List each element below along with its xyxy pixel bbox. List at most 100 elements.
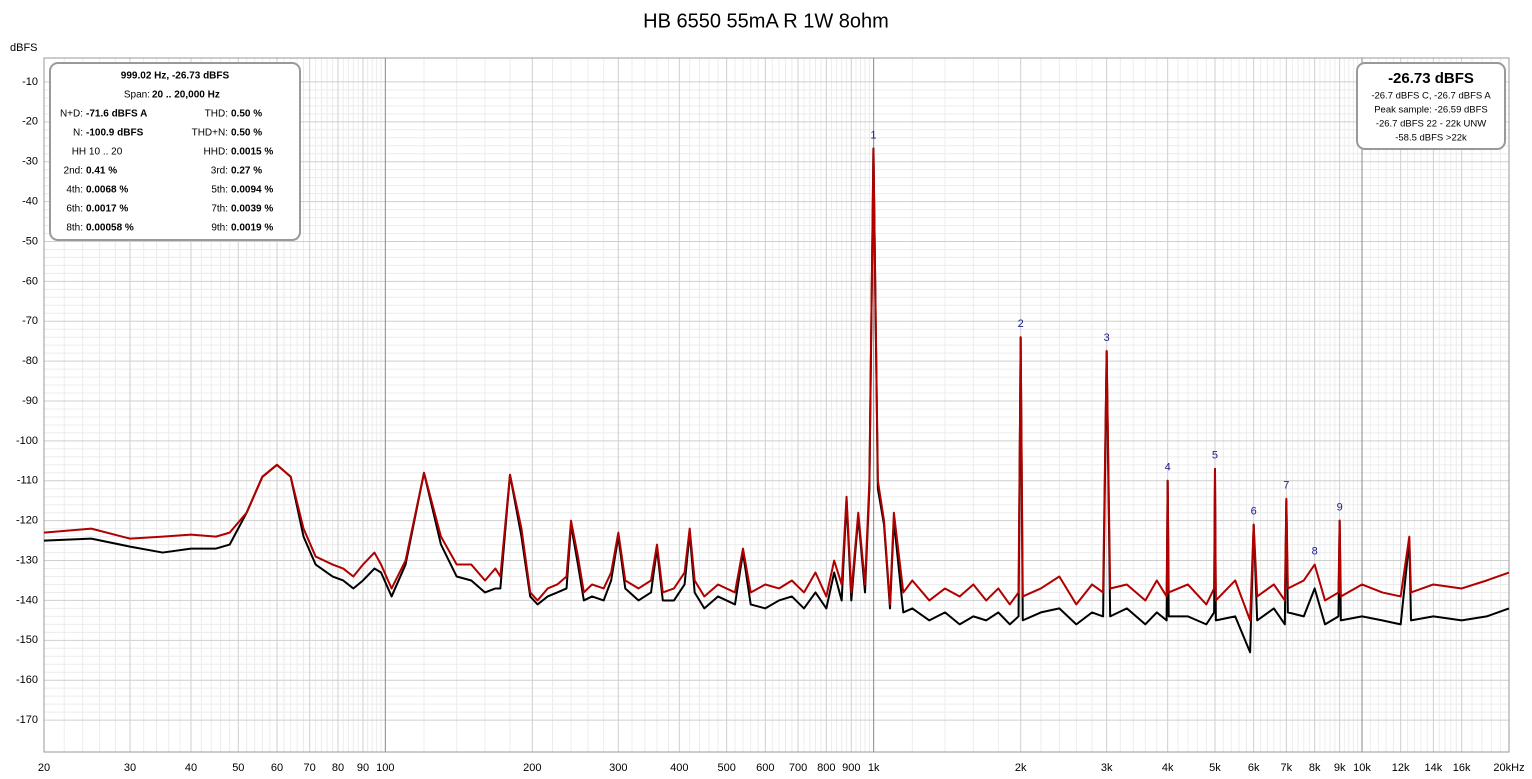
- x-tick-label: 20: [38, 762, 50, 774]
- x-tick-label: 900: [842, 762, 860, 774]
- y-tick-label: -50: [22, 235, 38, 247]
- x-tick-label: 8k: [1309, 762, 1321, 774]
- x-tick-label: 30: [124, 762, 136, 774]
- info-value: 0.0017 %: [86, 204, 128, 215]
- info-label: 5th:: [211, 185, 228, 196]
- y-tick-label: -10: [22, 76, 38, 88]
- info-value: -100.9 dBFS: [86, 128, 144, 139]
- info-label: 9th:: [211, 223, 228, 234]
- level-box-frame: [1356, 62, 1506, 150]
- y-tick-label: -130: [16, 554, 38, 566]
- info-value: 0.0019 %: [231, 223, 273, 234]
- y-tick-label: -60: [22, 275, 38, 287]
- x-tick-label: 16k: [1453, 762, 1471, 774]
- info-value: -71.6 dBFS A: [86, 109, 147, 120]
- x-tick-label: 300: [609, 762, 627, 774]
- info-header: 999.02 Hz, -26.73 dBFS: [121, 71, 230, 82]
- info-value: 0.50 %: [231, 128, 262, 139]
- info-label: HH 10 .. 20: [72, 147, 123, 158]
- plot-frame: [43, 57, 1510, 753]
- harmonic-label: 7: [1283, 480, 1289, 492]
- x-tick-label: 400: [670, 762, 688, 774]
- info-label: N+D:: [60, 109, 83, 120]
- x-tick-label: 40: [185, 762, 197, 774]
- info-label: 2nd:: [64, 166, 83, 177]
- info-label: Span:: [124, 90, 150, 101]
- harmonic-label: 1: [870, 129, 876, 141]
- info-label: 6th:: [66, 204, 83, 215]
- y-tick-label: -170: [16, 714, 38, 726]
- y-tick-label: -150: [16, 634, 38, 646]
- info-label: 4th:: [66, 185, 83, 196]
- info-value: 0.27 %: [231, 166, 262, 177]
- x-tick-label: 100: [376, 762, 394, 774]
- y-tick-label: -40: [22, 195, 38, 207]
- info-value: 0.0068 %: [86, 185, 128, 196]
- info-label: 7th:: [211, 204, 228, 215]
- y-axis-label: dBFS: [10, 42, 38, 54]
- x-tick-label: 500: [717, 762, 735, 774]
- harmonic-label: 9: [1337, 502, 1343, 514]
- x-tick-label: 80: [332, 762, 344, 774]
- info-label: THD+N:: [192, 128, 228, 139]
- chart-title: HB 6550 55mA R 1W 8ohm: [643, 10, 889, 32]
- info-value: 20 .. 20,000 Hz: [152, 90, 220, 101]
- y-tick-label: -140: [16, 594, 38, 606]
- y-tick-label: -70: [22, 315, 38, 327]
- x-tick-label: 700: [789, 762, 807, 774]
- info-label: THD:: [205, 109, 228, 120]
- info-box-frame: [49, 62, 301, 241]
- x-tick-label: 5k: [1209, 762, 1221, 774]
- x-tick-label: 90: [357, 762, 369, 774]
- info-label: 8th:: [66, 223, 83, 234]
- x-tick-label: 14k: [1424, 762, 1442, 774]
- y-tick-label: -80: [22, 355, 38, 367]
- y-tick-label: -20: [22, 116, 38, 128]
- x-tick-label: 50: [232, 762, 244, 774]
- x-tick-label: 20kHz: [1493, 762, 1524, 774]
- info-label: 3rd:: [211, 166, 228, 177]
- spectrum-line: [43, 147, 1510, 622]
- info-label: N:: [73, 128, 83, 139]
- y-tick-label: -120: [16, 515, 38, 527]
- x-tick-label: 6k: [1248, 762, 1260, 774]
- info-label: HHD:: [204, 147, 228, 158]
- harmonic-label: 8: [1312, 545, 1318, 557]
- y-tick-label: -90: [22, 395, 38, 407]
- x-tick-label: 12k: [1392, 762, 1410, 774]
- x-tick-label: 60: [271, 762, 283, 774]
- x-tick-label: 600: [756, 762, 774, 774]
- x-tick-label: 70: [304, 762, 316, 774]
- x-tick-label: 9k: [1334, 762, 1346, 774]
- level-box: -26.73 dBFS -26.7 dBFS C, -26.7 dBFS A Pea…: [1356, 62, 1506, 150]
- y-tick-label: -160: [16, 674, 38, 686]
- info-box: 999.02 Hz, -26.73 dBFS Span: 20 .. 20,000 …: [49, 62, 301, 241]
- harmonic-label: 5: [1212, 450, 1218, 462]
- level-line: Peak sample: -26.59 dBFS: [1374, 105, 1488, 116]
- y-tick-label: -100: [16, 435, 38, 447]
- x-tick-label: 2k: [1015, 762, 1027, 774]
- x-tick-label: 4k: [1162, 762, 1174, 774]
- info-value: 0.0015 %: [231, 147, 273, 158]
- x-tick-label: 3k: [1101, 762, 1113, 774]
- level-line: -58.5 dBFS >22k: [1395, 133, 1467, 144]
- level-value: -26.73 dBFS: [1388, 70, 1474, 87]
- info-value: 0.0094 %: [231, 185, 273, 196]
- x-tick-label: 10k: [1353, 762, 1371, 774]
- harmonic-label: 2: [1018, 318, 1024, 330]
- info-value: 0.41 %: [86, 166, 117, 177]
- harmonic-label: 4: [1165, 462, 1171, 474]
- x-tick-label: 1k: [868, 762, 880, 774]
- info-value: 0.50 %: [231, 109, 262, 120]
- x-tick-label: 7k: [1281, 762, 1293, 774]
- y-tick-label: -110: [17, 475, 38, 487]
- x-tick-label: 200: [523, 762, 541, 774]
- info-value: 0.0039 %: [231, 204, 273, 215]
- harmonic-label: 3: [1104, 332, 1110, 344]
- level-line: -26.7 dBFS C, -26.7 dBFS A: [1371, 91, 1491, 102]
- y-tick-label: -30: [22, 156, 38, 168]
- info-value: 0.00058 %: [86, 223, 134, 234]
- x-tick-label: 800: [817, 762, 835, 774]
